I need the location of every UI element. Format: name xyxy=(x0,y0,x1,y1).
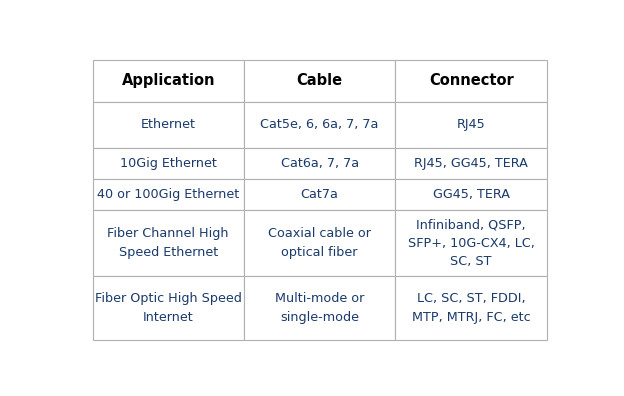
Bar xyxy=(395,179,547,210)
Text: GG45, TERA: GG45, TERA xyxy=(432,188,510,201)
Text: Fiber Channel High
Speed Ethernet: Fiber Channel High Speed Ethernet xyxy=(107,227,229,259)
Text: Ethernet: Ethernet xyxy=(140,118,196,131)
Text: LC, SC, ST, FDDI,
MTP, MTRJ, FC, etc: LC, SC, ST, FDDI, MTP, MTRJ, FC, etc xyxy=(412,293,530,324)
Text: RJ45, GG45, TERA: RJ45, GG45, TERA xyxy=(414,157,528,170)
Bar xyxy=(244,276,395,340)
Bar xyxy=(395,210,547,276)
Text: Coaxial cable or
optical fiber: Coaxial cable or optical fiber xyxy=(268,227,371,259)
Text: Cat6a, 7, 7a: Cat6a, 7, 7a xyxy=(281,157,359,170)
Bar xyxy=(244,60,395,102)
Bar xyxy=(92,179,244,210)
Bar xyxy=(395,276,547,340)
Bar xyxy=(395,148,547,179)
Text: Fiber Optic High Speed
Internet: Fiber Optic High Speed Internet xyxy=(95,293,241,324)
Bar xyxy=(244,179,395,210)
Bar xyxy=(244,102,395,148)
Bar xyxy=(395,102,547,148)
Bar xyxy=(92,60,244,102)
Text: Infiniband, QSFP,
SFP+, 10G-CX4, LC,
SC, ST: Infiniband, QSFP, SFP+, 10G-CX4, LC, SC,… xyxy=(407,218,535,268)
Text: Cable: Cable xyxy=(296,73,343,88)
Bar xyxy=(92,276,244,340)
Text: 10Gig Ethernet: 10Gig Ethernet xyxy=(120,157,217,170)
Bar xyxy=(92,102,244,148)
Text: 40 or 100Gig Ethernet: 40 or 100Gig Ethernet xyxy=(97,188,240,201)
Text: Cat5e, 6, 6a, 7, 7a: Cat5e, 6, 6a, 7, 7a xyxy=(260,118,379,131)
Bar xyxy=(92,210,244,276)
Bar xyxy=(395,60,547,102)
Bar xyxy=(244,148,395,179)
Text: Cat7a: Cat7a xyxy=(301,188,338,201)
Text: Application: Application xyxy=(122,73,215,88)
Bar xyxy=(92,148,244,179)
Bar xyxy=(244,210,395,276)
Text: RJ45: RJ45 xyxy=(457,118,485,131)
Text: Multi-mode or
single-mode: Multi-mode or single-mode xyxy=(275,293,364,324)
Text: Connector: Connector xyxy=(429,73,514,88)
